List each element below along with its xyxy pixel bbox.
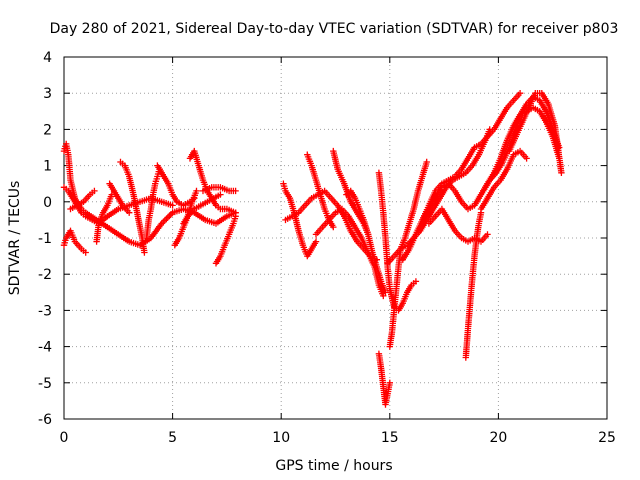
data-point xyxy=(91,187,98,195)
y-tick-label: 4 xyxy=(43,50,52,66)
data-markers xyxy=(60,90,565,408)
data-point xyxy=(330,223,337,231)
x-axis-label: GPS time / hours xyxy=(275,458,392,474)
series-arc22 xyxy=(375,350,393,408)
y-tick-label: -6 xyxy=(38,412,52,428)
series-arc18 xyxy=(312,205,387,300)
series-arc30 xyxy=(506,90,565,176)
series-arc6 xyxy=(117,158,148,256)
y-tick-labels: 4 3 2 1 0 -1 -2 -3 -4 -5 -6 xyxy=(38,50,52,428)
data-point xyxy=(169,202,176,209)
data-point xyxy=(484,231,491,238)
x-tick-labels: 0 5 10 15 20 25 xyxy=(60,430,616,446)
series-arc12 xyxy=(180,191,224,227)
series-arc21 xyxy=(375,169,420,314)
data-point xyxy=(312,238,320,245)
data-point xyxy=(558,169,565,176)
data-point xyxy=(523,155,530,162)
y-tick-label: 3 xyxy=(43,86,52,102)
series-arc2 xyxy=(60,227,89,256)
x-tick-label: 25 xyxy=(598,430,616,446)
y-tick-label: -3 xyxy=(38,303,52,319)
y-axis-label: SDTVAR / TECUs xyxy=(7,181,23,296)
x-tick-label: 5 xyxy=(168,430,177,446)
series-arc31 xyxy=(477,147,530,213)
series-arc4 xyxy=(67,187,98,213)
series-arc14 xyxy=(212,213,239,267)
series-arc8 xyxy=(143,166,163,242)
x-tick-label: 0 xyxy=(60,430,69,446)
series-arc11 xyxy=(186,147,239,216)
series-arc5 xyxy=(93,191,115,245)
data-point xyxy=(516,90,524,97)
y-tick-label: -1 xyxy=(38,231,52,247)
y-tick-label: -4 xyxy=(38,340,52,356)
x-tick-label: 10 xyxy=(272,430,290,446)
x-tick-label: 20 xyxy=(489,430,507,446)
data-point xyxy=(217,191,224,198)
series-arc28 xyxy=(462,209,485,361)
y-tick-label: 1 xyxy=(43,159,52,175)
data-point xyxy=(386,379,393,386)
data-point xyxy=(412,278,420,285)
series-arc15 xyxy=(280,180,320,260)
series-arc9 xyxy=(154,162,198,209)
data-point xyxy=(423,158,430,166)
chart-title: Day 280 of 2021, Sidereal Day-to-day VTE… xyxy=(50,21,619,37)
data-point xyxy=(193,187,200,195)
y-tick-label: 0 xyxy=(43,195,52,211)
x-tick-label: 15 xyxy=(381,430,399,446)
data-point xyxy=(141,249,148,256)
y-tick-label: -5 xyxy=(38,376,52,392)
data-point xyxy=(82,249,89,256)
y-tick-label: 2 xyxy=(43,122,52,138)
series-arc20 xyxy=(343,187,389,296)
axis-ticks xyxy=(63,56,608,420)
series-arc13 xyxy=(199,184,239,195)
data-point xyxy=(126,209,133,216)
y-tick-label: -2 xyxy=(38,267,52,283)
series-arc7 xyxy=(106,180,133,216)
data-point xyxy=(232,213,239,220)
data-point xyxy=(232,187,239,195)
series-arc26 xyxy=(419,104,563,224)
data-point xyxy=(380,292,387,300)
